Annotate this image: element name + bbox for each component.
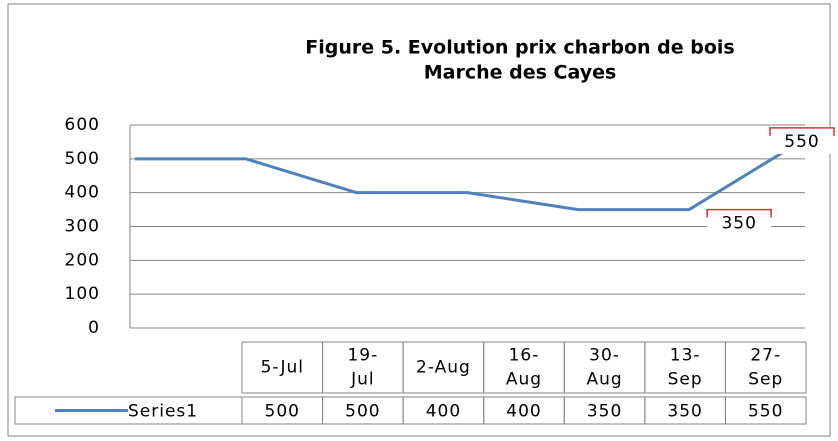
data-label-corner xyxy=(706,208,772,218)
x-tick-label: 16-Aug xyxy=(506,346,542,390)
table-value: 500 xyxy=(345,402,380,422)
y-tick-label: 500 xyxy=(65,149,100,169)
x-tick-label: 27-Sep xyxy=(748,346,783,390)
x-tick-label: 19-Jul xyxy=(347,346,378,390)
data-label: 350 xyxy=(721,214,756,234)
chart-border xyxy=(7,3,831,437)
data-label-box xyxy=(707,209,772,236)
table-cell xyxy=(724,341,807,394)
y-tick-label: 400 xyxy=(65,183,100,203)
x-tick-label: 30-Aug xyxy=(586,346,622,390)
x-tick-label: 13-Sep xyxy=(668,346,703,390)
table-value: 400 xyxy=(426,402,461,422)
y-tick-label: 200 xyxy=(65,250,100,270)
data-label-box xyxy=(770,127,834,154)
y-tick-label: 100 xyxy=(65,284,100,304)
table-cell xyxy=(14,396,243,425)
table-value: 400 xyxy=(506,402,541,422)
y-tick-label: 0 xyxy=(88,318,100,338)
data-label: 550 xyxy=(784,132,819,152)
y-tick-label: 600 xyxy=(65,115,100,135)
y-tick-label: 300 xyxy=(65,217,100,237)
table-cell xyxy=(724,396,807,425)
table-value: 350 xyxy=(587,402,622,422)
legend-label: Series1 xyxy=(128,402,198,422)
x-tick-label: 5-Jul xyxy=(261,358,304,378)
x-tick-label: 2-Aug xyxy=(416,358,471,378)
table-value: 350 xyxy=(667,402,702,422)
chart-title: Figure 5. Evolution prix charbon de bois xyxy=(305,37,735,59)
table-value: 500 xyxy=(265,402,300,422)
series-line xyxy=(135,140,801,212)
data-label-corner xyxy=(769,127,835,136)
table-value: 550 xyxy=(748,402,783,422)
chart-subtitle: Marche des Cayes xyxy=(424,62,617,84)
